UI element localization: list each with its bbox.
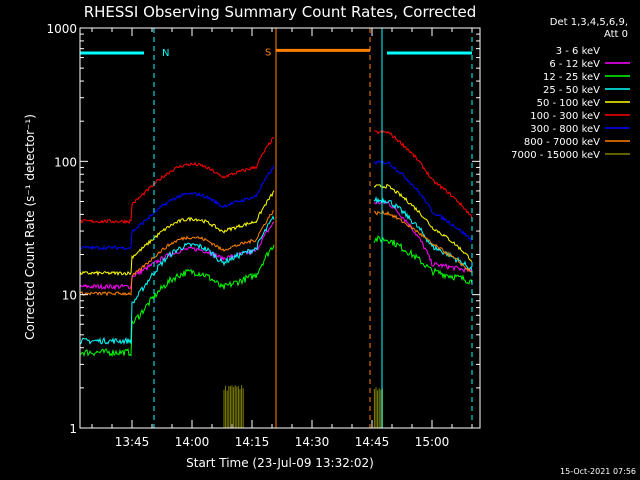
timestamp: 15-Oct-2021 07:56 <box>560 467 636 476</box>
legend-label: 12 - 25 keV <box>543 72 600 83</box>
y-tick-label: 1000 <box>46 22 77 36</box>
series-line-1-b <box>373 199 473 274</box>
legend-label: 25 - 50 keV <box>543 85 600 96</box>
series-line-6-b <box>373 160 473 242</box>
series-line-1-a <box>79 221 275 291</box>
series-line-3-b <box>373 195 473 271</box>
x-tick-label: 13:45 <box>115 435 150 449</box>
series-line-8-a <box>223 385 244 428</box>
legend-label: 3 - 6 keV <box>556 46 600 57</box>
x-tick-label: 14:45 <box>355 435 390 449</box>
legend-label: 800 - 7000 keV <box>524 137 600 148</box>
series-line-5-a <box>79 137 275 225</box>
x-tick-label: 15:00 <box>415 435 450 449</box>
series-line-7-a <box>79 210 275 297</box>
legend-label: 100 - 300 keV <box>530 111 600 122</box>
series-line-2-b <box>373 235 473 285</box>
legend-label: 50 - 100 keV <box>537 98 601 109</box>
legend: Det 1,3,4,5,6,9,Att 0 3 - 6 keV 6 - 12 keV… <box>511 17 630 161</box>
night-label: N <box>162 48 169 59</box>
legend-label: 7000 - 15000 keV <box>511 150 600 161</box>
y-tick-label: 100 <box>54 155 77 169</box>
legend-header: Det 1,3,4,5,6,9, <box>550 17 628 28</box>
series-line-4-b <box>373 183 473 262</box>
y-tick-label: 1 <box>69 422 77 436</box>
legend-header: Att 0 <box>604 29 628 40</box>
legend-label: 300 - 800 keV <box>530 124 600 135</box>
series-line-4-a <box>79 190 275 277</box>
axes-frame <box>79 27 481 429</box>
plot-background <box>80 28 480 428</box>
x-tick-label: 14:15 <box>235 435 270 449</box>
y-tick-label: 10 <box>62 289 77 303</box>
series-line-8-b <box>373 387 383 428</box>
saa-label: S <box>265 47 271 58</box>
series-line-3-a <box>79 215 275 346</box>
legend-label: 6 - 12 keV <box>549 59 600 70</box>
axes: 1 10 100 1000 13:45 14:00 14:15 14:30 14:45 15:00 <box>46 22 481 449</box>
y-axis-label: Corrected Count Rate (s⁻¹ detector⁻¹) <box>23 114 37 340</box>
series-line-2-a <box>79 244 275 358</box>
x-tick-label: 14:30 <box>295 435 330 449</box>
x-tick-label: 14:00 <box>175 435 210 449</box>
chart-title: RHESSI Observing Summary Count Rates, Co… <box>84 3 477 21</box>
series-line-5-b <box>373 130 473 220</box>
series-line-7-b <box>373 209 473 273</box>
x-axis-label: Start Time (23-Jul-09 13:32:02) <box>186 456 374 470</box>
series-line-6-a <box>79 165 275 251</box>
